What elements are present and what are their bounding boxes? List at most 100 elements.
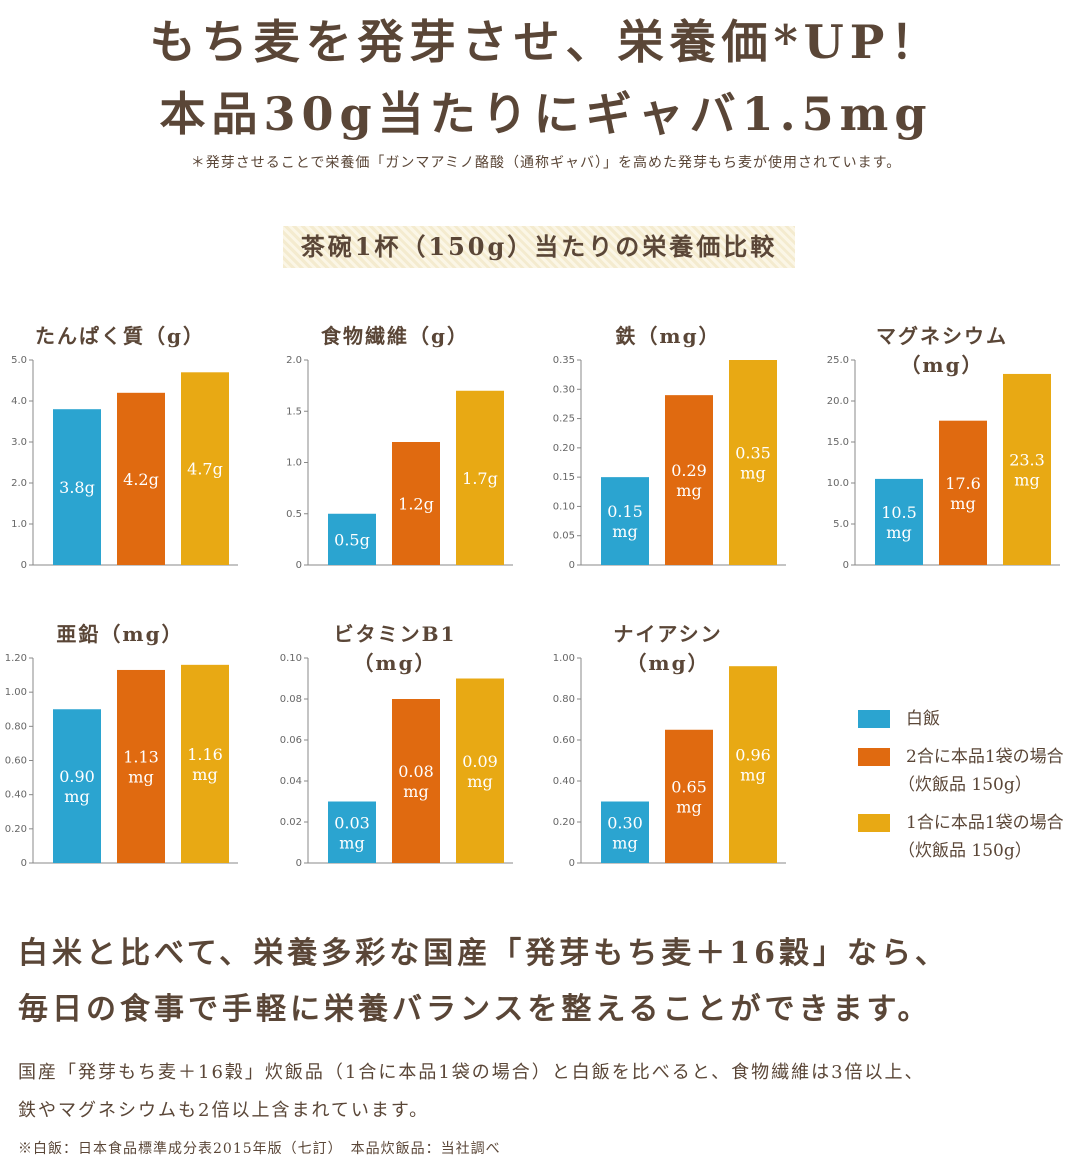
nutrient-chart-2: 鉄（mg） 0.35 0.30 0.25 0.20 0.15 0.10 0.05 0 0.15 mg… bbox=[548, 320, 818, 580]
data-label: 0.29 bbox=[671, 461, 707, 480]
y-tick-label: 20.0 bbox=[827, 396, 849, 407]
data-label: 0.96 bbox=[735, 746, 771, 765]
legend-label-white-rice: 白飯 bbox=[906, 709, 940, 729]
y-tick-label: 1.5 bbox=[286, 406, 302, 417]
legend-swatch-two-go bbox=[858, 748, 890, 766]
bar bbox=[328, 513, 376, 565]
gaba-note: ＊発芽させることで栄養価「ガンマアミノ酪酸（通称ギャバ）」を高めた発芽もち麦が使… bbox=[190, 155, 902, 171]
body-text-line-1: 国産「発芽もち麦＋16穀」炊飯品（1合に本品1袋の場合）と白飯を比べると、食物繊… bbox=[18, 1062, 925, 1083]
y-tick-label: 1.20 bbox=[5, 653, 27, 664]
y-tick-label: 2.0 bbox=[11, 478, 27, 489]
summary-line-1: 白米と比べて、栄養多彩な国産「発芽もち麦＋16穀」なら、 bbox=[18, 936, 950, 971]
data-label: 1.13 bbox=[123, 747, 159, 766]
y-tick-label: 15.0 bbox=[827, 437, 849, 448]
chart-title: 食物繊維（g） bbox=[321, 324, 469, 348]
data-label: mg bbox=[64, 787, 89, 806]
bar bbox=[181, 664, 229, 863]
data-label: 10.5 bbox=[881, 503, 917, 522]
chart-svg: 1.201.000.800.600.400.2000.90mg1.13mg1.1… bbox=[5, 653, 238, 869]
y-tick-label: 1.0 bbox=[11, 519, 27, 530]
body-text-line-2: 鉄やマグネシウムも2倍以上含まれています。 bbox=[18, 1100, 430, 1121]
y-tick-label: 0.40 bbox=[5, 790, 27, 801]
bar bbox=[53, 409, 101, 565]
data-label: 4.7g bbox=[187, 460, 223, 479]
bar bbox=[665, 729, 713, 863]
y-tick-label: 5.0 bbox=[833, 519, 849, 530]
legend-label-two-go: 2合に本品1袋の場合 bbox=[906, 747, 1064, 767]
headline-line-2: 本品30g当たりにギャバ1.5mg bbox=[0, 78, 1092, 144]
y-tick-label: 2.0 bbox=[286, 355, 302, 366]
y-tick-label: 0 bbox=[21, 560, 27, 571]
data-label: 0.35 bbox=[735, 444, 771, 463]
data-label: mg bbox=[676, 797, 701, 816]
nutrient-chart-1: 食物繊維（g） 2.0 1.5 1.0 0.5 0 0.5g 1.2g 1.7g bbox=[275, 320, 545, 580]
data-label: mg bbox=[740, 464, 765, 483]
y-tick-label: 3.0 bbox=[11, 437, 27, 448]
nutrient-chart-6: ナイアシン（mg） 1.00 0.80 0.60 0.40 0.20 0 0.30 mg 0.65… bbox=[548, 618, 818, 878]
nutrient-chart-3: マグネシウム（mg） 25.0 20.0 15.0 10.0 5.0 0 10.5 mg 17.6… bbox=[822, 320, 1092, 580]
y-tick-label: 0.40 bbox=[553, 776, 575, 787]
summary-line-2: 毎日の食事で手軽に栄養バランスを整えることができます。 bbox=[18, 992, 932, 1027]
data-label: mg bbox=[950, 494, 975, 513]
data-label: 1.7g bbox=[462, 469, 498, 488]
bar bbox=[117, 669, 165, 863]
bar bbox=[939, 420, 987, 565]
legend-swatch-white-rice bbox=[858, 710, 890, 728]
chart-title: マグネシウム（mg） bbox=[876, 324, 1008, 377]
y-tick-label: 0 bbox=[569, 560, 575, 571]
bar bbox=[729, 360, 777, 565]
bar bbox=[875, 478, 923, 565]
data-label: mg bbox=[612, 522, 637, 541]
chart-svg: 5.0 4.0 3.0 2.0 1.0 0 3.8g 4.2g 4.7g bbox=[11, 355, 238, 571]
headline-line-1: もち麦を発芽させ、栄養価*UP！ bbox=[0, 6, 1092, 72]
y-tick-label: 1.00 bbox=[553, 653, 575, 664]
data-label: 0.03 bbox=[334, 813, 370, 832]
data-label: mg bbox=[612, 833, 637, 852]
chart-title: 鉄（mg） bbox=[615, 324, 721, 348]
data-label: 0.15 bbox=[607, 502, 643, 521]
data-label: 0.30 bbox=[607, 813, 643, 832]
y-tick-label: 0.20 bbox=[553, 443, 575, 454]
data-label: mg bbox=[676, 481, 701, 500]
data-label: mg bbox=[192, 765, 217, 784]
bar bbox=[729, 666, 777, 863]
y-tick-label: 4.0 bbox=[11, 396, 27, 407]
bar bbox=[1003, 373, 1051, 565]
data-label: 0.90 bbox=[59, 767, 95, 786]
y-tick-label: 0.08 bbox=[280, 694, 302, 705]
data-label: mg bbox=[740, 766, 765, 785]
y-tick-label: 0.05 bbox=[553, 531, 575, 542]
legend-sub-two-go: （炊飯品 150g） bbox=[898, 775, 1032, 795]
y-tick-label: 5.0 bbox=[11, 355, 27, 366]
data-label: 0.08 bbox=[398, 762, 434, 781]
y-tick-label: 0.30 bbox=[553, 384, 575, 395]
bar bbox=[456, 678, 504, 863]
y-tick-label: 0 bbox=[569, 858, 575, 869]
y-tick-label: 0.10 bbox=[280, 653, 302, 664]
bar bbox=[117, 392, 165, 565]
data-label: 17.6 bbox=[945, 474, 981, 493]
y-tick-label: 0.06 bbox=[280, 735, 302, 746]
y-tick-label: 0 bbox=[296, 560, 302, 571]
data-label: mg bbox=[467, 772, 492, 791]
bar bbox=[181, 372, 229, 565]
bar bbox=[392, 699, 440, 863]
bar bbox=[53, 709, 101, 863]
data-label: 1.16 bbox=[187, 745, 223, 764]
y-tick-label: 0 bbox=[296, 858, 302, 869]
y-tick-label: 0 bbox=[843, 560, 849, 571]
y-tick-label: 25.0 bbox=[827, 355, 849, 366]
y-tick-label: 0.20 bbox=[553, 817, 575, 828]
data-label: mg bbox=[403, 782, 428, 801]
y-tick-label: 0.5 bbox=[286, 509, 302, 520]
y-tick-label: 0.25 bbox=[553, 414, 575, 425]
bar bbox=[392, 442, 440, 565]
nutrient-chart-4: 亜鉛（mg） 1.20 1.00 0.80 0.60 0.40 0.20 0 0.90 mg 1.1… bbox=[0, 618, 270, 878]
bar bbox=[665, 395, 713, 565]
y-tick-label: 0.15 bbox=[553, 472, 575, 483]
y-tick-label: 0.80 bbox=[553, 694, 575, 705]
data-label: mg bbox=[1014, 470, 1039, 489]
y-tick-label: 1.0 bbox=[286, 458, 302, 469]
